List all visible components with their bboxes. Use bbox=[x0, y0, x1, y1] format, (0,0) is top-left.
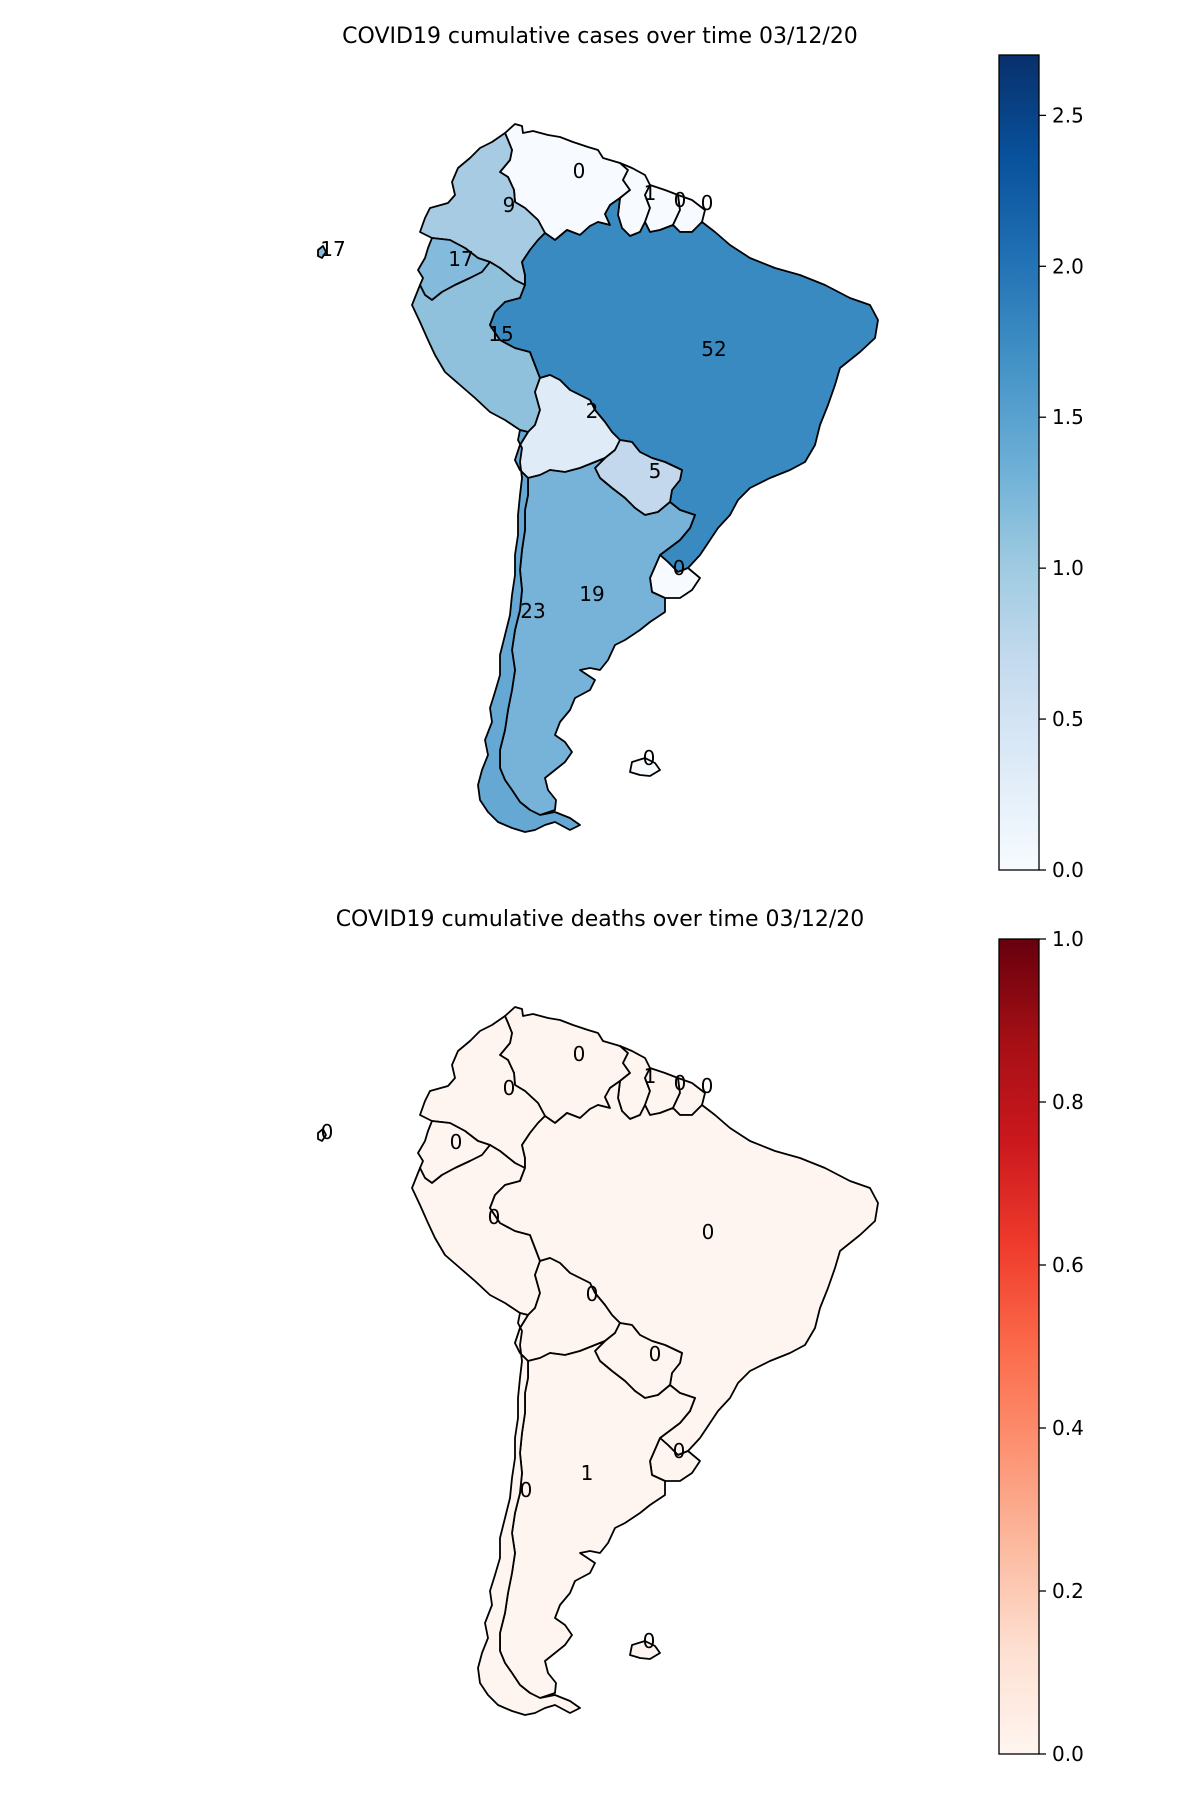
map-label-chile: 0 bbox=[520, 1478, 533, 1502]
map-label-galapagos: 0 bbox=[321, 1120, 334, 1144]
region-falklands bbox=[629, 757, 661, 777]
map-label-colombia: 9 bbox=[503, 193, 516, 217]
region-chile bbox=[477, 429, 581, 833]
colorbar-tick-label: 0.0 bbox=[1052, 1742, 1084, 1766]
map-label-french-guiana: 0 bbox=[701, 1074, 714, 1098]
map-label-ecuador: 17 bbox=[448, 247, 473, 271]
colorbar-tick-label: 1.0 bbox=[1052, 927, 1084, 951]
region-galapagos bbox=[317, 245, 327, 259]
deaths-colorbar-gradient bbox=[999, 939, 1039, 1754]
map-label-bolivia: 2 bbox=[586, 399, 599, 423]
map-label-uruguay: 0 bbox=[673, 556, 686, 580]
colorbar-tick-label: 1.0 bbox=[1052, 556, 1084, 580]
colorbar-tick-label: 0.8 bbox=[1052, 1090, 1084, 1114]
colorbar-tick-label: 0.4 bbox=[1052, 1416, 1084, 1440]
colorbar-tick-label: 0.5 bbox=[1052, 707, 1084, 731]
colorbar-tick-label: 0.2 bbox=[1052, 1579, 1084, 1603]
map-label-guyana: 1 bbox=[644, 1064, 657, 1088]
colorbar-tick-label: 0.6 bbox=[1052, 1253, 1084, 1277]
map-label-paraguay: 5 bbox=[649, 459, 662, 483]
map-label-suriname: 0 bbox=[674, 1071, 687, 1095]
colorbar-tick-label: 2.0 bbox=[1052, 254, 1084, 278]
map-label-galapagos: 17 bbox=[320, 237, 345, 261]
map-label-falklands: 0 bbox=[643, 746, 656, 770]
region-galapagos bbox=[317, 1128, 327, 1142]
map-label-venezuela: 0 bbox=[573, 159, 586, 183]
region-chile bbox=[477, 1312, 581, 1716]
cases-map: 0 9 17 17 1 0 0 15 52 2 5 0 19 23 0 bbox=[317, 123, 879, 833]
region-falklands bbox=[629, 1640, 661, 1660]
map-label-guyana: 1 bbox=[644, 181, 657, 205]
map-label-brazil: 52 bbox=[701, 337, 726, 361]
deaths-colorbar-frame bbox=[998, 938, 1040, 1755]
deaths-panel: COVID19 cumulative deaths over time 03/1… bbox=[317, 907, 1084, 1766]
map-label-paraguay: 0 bbox=[649, 1342, 662, 1366]
cases-colorbar-gradient bbox=[999, 55, 1039, 870]
deaths-colorbar-ticks: 0.0 0.2 0.4 0.6 0.8 1.0 bbox=[1039, 927, 1084, 1766]
cases-colorbar: 0.0 0.5 1.0 1.5 2.0 2.5 bbox=[998, 54, 1084, 882]
deaths-map-title: COVID19 cumulative deaths over time 03/1… bbox=[336, 907, 865, 932]
map-label-ecuador: 0 bbox=[450, 1130, 463, 1154]
cases-panel: COVID19 cumulative cases over time 03/12… bbox=[317, 24, 1084, 882]
map-label-falklands: 0 bbox=[643, 1629, 656, 1653]
colorbar-tick-label: 2.5 bbox=[1052, 103, 1084, 127]
map-label-peru: 0 bbox=[488, 1205, 501, 1229]
cases-colorbar-ticks: 0.0 0.5 1.0 1.5 2.0 2.5 bbox=[1039, 103, 1084, 882]
map-label-french-guiana: 0 bbox=[701, 191, 714, 215]
map-label-bolivia: 0 bbox=[586, 1282, 599, 1306]
cases-colorbar-frame bbox=[998, 54, 1040, 871]
colorbar-tick-label: 0.0 bbox=[1052, 858, 1084, 882]
region-argentina bbox=[499, 457, 696, 816]
map-label-uruguay: 0 bbox=[673, 1439, 686, 1463]
deaths-map: 0 0 0 0 1 0 0 0 0 0 0 0 1 0 0 bbox=[317, 1006, 879, 1716]
deaths-colorbar: 0.0 0.2 0.4 0.6 0.8 1.0 bbox=[998, 927, 1084, 1766]
map-label-argentina: 19 bbox=[579, 582, 604, 606]
map-label-venezuela: 0 bbox=[573, 1042, 586, 1066]
map-label-colombia: 0 bbox=[503, 1076, 516, 1100]
region-argentina bbox=[499, 1340, 696, 1699]
map-label-chile: 23 bbox=[520, 599, 545, 623]
map-label-brazil: 0 bbox=[702, 1220, 715, 1244]
map-label-peru: 15 bbox=[488, 322, 513, 346]
colorbar-tick-label: 1.5 bbox=[1052, 405, 1084, 429]
map-label-argentina: 1 bbox=[581, 1461, 594, 1485]
cases-map-title: COVID19 cumulative cases over time 03/12… bbox=[342, 24, 858, 49]
map-label-suriname: 0 bbox=[674, 188, 687, 212]
